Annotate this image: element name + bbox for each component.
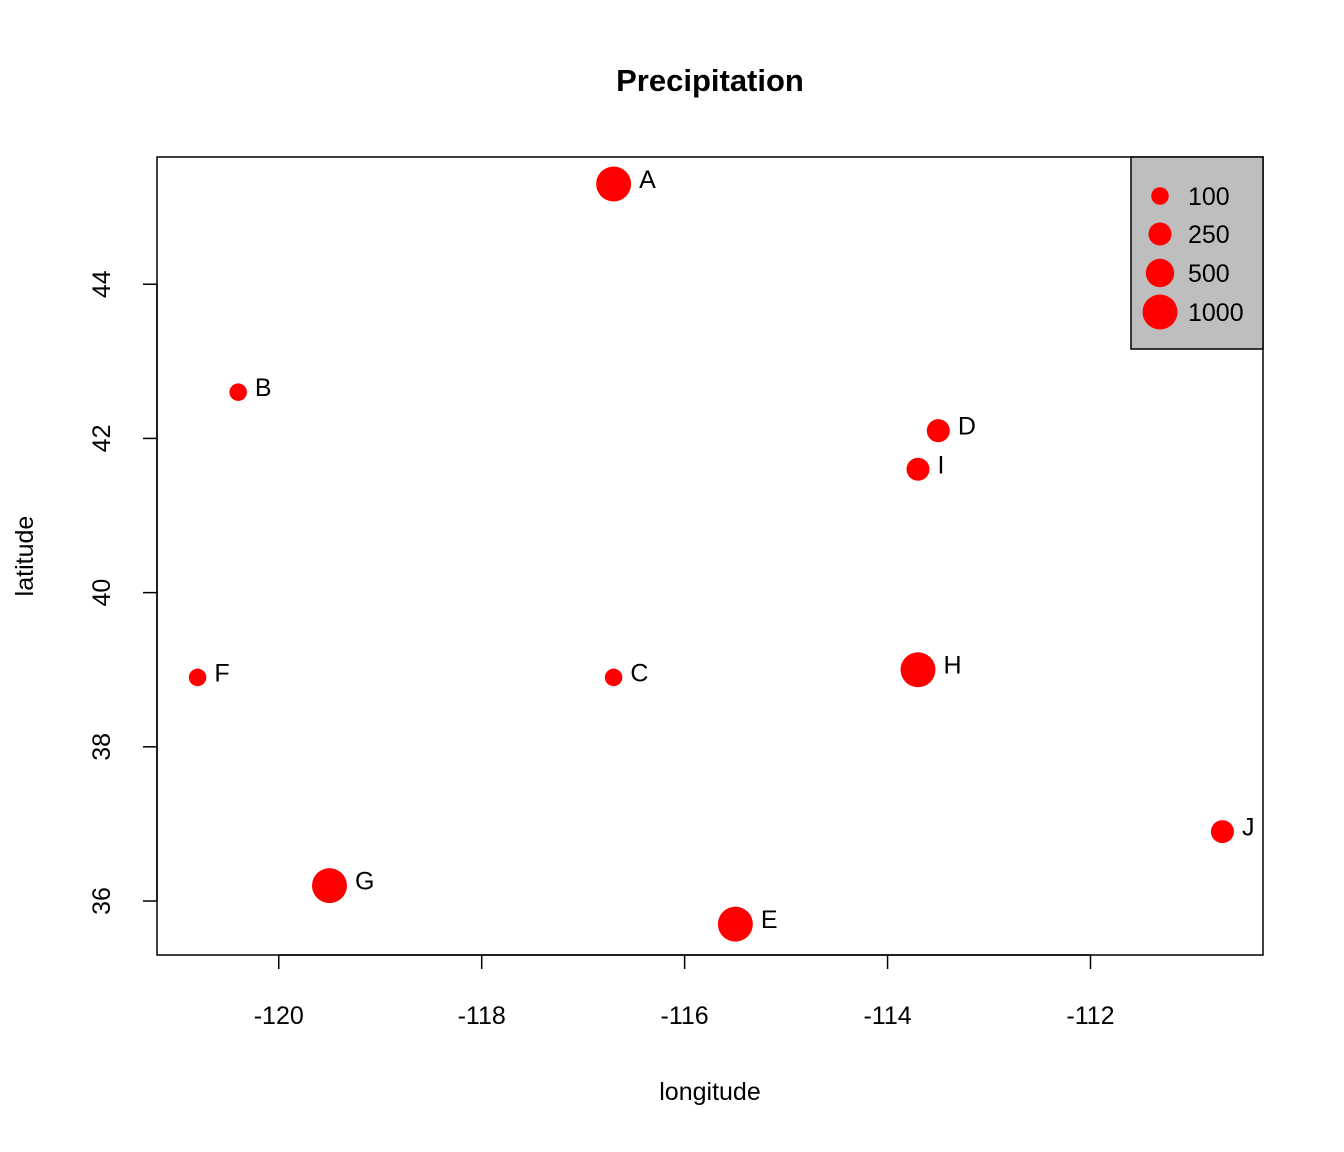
y-tick-label: 42 (88, 425, 116, 453)
y-tick-label: 38 (88, 733, 116, 761)
data-point-C (604, 668, 623, 687)
data-point-H (900, 652, 936, 688)
data-point-F (188, 668, 207, 687)
x-axis-label: longitude (659, 1078, 760, 1106)
point-label-B: B (255, 374, 272, 402)
point-label-D: D (958, 413, 976, 441)
x-tick-label: -118 (458, 1002, 506, 1030)
legend-label-100: 100 (1188, 183, 1230, 211)
legend: 100 250 500 1000 (1130, 156, 1264, 350)
data-point-D (926, 419, 950, 443)
point-label-C: C (630, 659, 648, 687)
point-label-I: I (938, 451, 945, 479)
legend-label-250: 250 (1188, 221, 1230, 249)
point-label-J: J (1242, 814, 1255, 842)
legend-label-500: 500 (1188, 260, 1230, 288)
data-point-B (229, 383, 247, 401)
data-point-G (312, 868, 347, 904)
point-label-H: H (943, 652, 961, 680)
y-axis: 36 38 40 42 44 (88, 270, 158, 915)
plot-frame (156, 156, 1264, 956)
point-label-G: G (355, 868, 374, 896)
data-point-I (906, 457, 930, 481)
legend-label-1000: 1000 (1188, 299, 1244, 327)
x-axis: -120 -118 -116 -114 -112 (254, 954, 1115, 1030)
legend-marker-100 (1151, 187, 1169, 205)
y-tick-label: 36 (88, 887, 116, 915)
data-point-J (1210, 820, 1234, 844)
x-tick-label: -114 (863, 1002, 911, 1030)
point-label-F: F (214, 659, 229, 687)
y-axis-label: latitude (11, 516, 39, 597)
y-tick-label: 40 (88, 579, 116, 607)
y-tick-label: 44 (88, 270, 116, 298)
data-point-E (717, 906, 753, 942)
x-tick-label: -112 (1066, 1002, 1114, 1030)
legend-marker-250 (1148, 222, 1172, 246)
point-label-E: E (761, 906, 778, 934)
legend-marker-500 (1145, 258, 1175, 288)
legend-marker-1000 (1142, 294, 1178, 330)
x-tick-label: -120 (254, 1002, 304, 1030)
chart-title: Precipitation (616, 63, 804, 98)
data-points: A B C D E F G H I J (188, 166, 1255, 942)
point-label-A: A (639, 166, 656, 194)
x-tick-label: -116 (661, 1002, 709, 1030)
data-point-A (596, 166, 632, 202)
